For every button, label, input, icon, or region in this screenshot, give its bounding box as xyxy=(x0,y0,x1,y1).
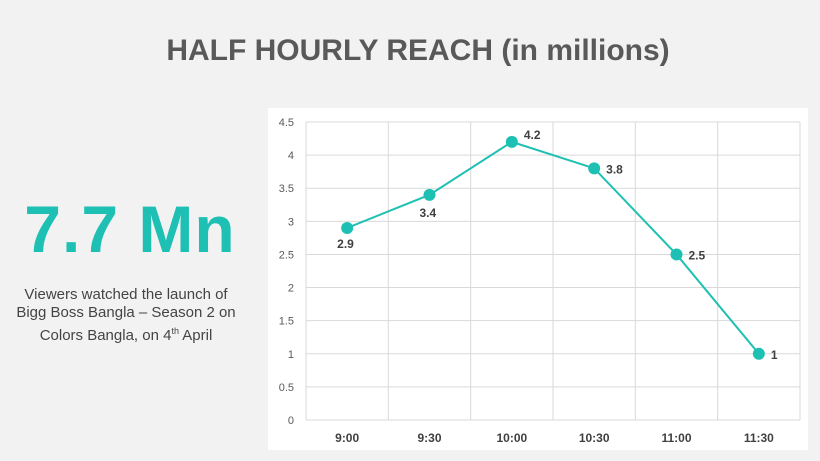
x-tick-label: 11:00 xyxy=(661,431,691,445)
data-label: 2.9 xyxy=(337,237,354,251)
x-tick-label: 9:30 xyxy=(417,431,441,445)
x-tick-label: 10:00 xyxy=(496,431,527,445)
y-tick-label: 2 xyxy=(288,283,294,295)
data-label: 4.2 xyxy=(524,128,541,142)
y-tick-label: 1 xyxy=(288,349,294,361)
x-tick-label: 9:00 xyxy=(335,431,359,445)
stat-description-line-3-end: April xyxy=(178,327,213,344)
data-point xyxy=(588,162,601,175)
x-tick-label: 11:30 xyxy=(744,431,774,445)
y-tick-label: 4 xyxy=(288,150,294,162)
stat-description-line-3: Colors Bangla, on 4th April xyxy=(0,322,252,345)
data-point xyxy=(505,135,518,148)
data-point xyxy=(423,188,436,201)
y-tick-label: 2.5 xyxy=(279,249,294,261)
data-point xyxy=(752,347,765,360)
x-tick-label: 10:30 xyxy=(579,431,610,445)
stat-description-line-1: Viewers watched the launch of xyxy=(24,286,228,303)
y-tick-label: 1.5 xyxy=(279,316,294,328)
stat-description-line-3-text: Colors Bangla, on 4 xyxy=(39,327,172,344)
data-label: 1 xyxy=(771,348,778,362)
stat-description: Viewers watched the launch of Bigg Boss … xyxy=(0,286,252,345)
y-tick-label: 0 xyxy=(288,415,294,427)
series-line xyxy=(346,140,760,355)
data-point xyxy=(341,221,354,234)
data-point xyxy=(670,248,683,261)
y-tick-label: 0.5 xyxy=(279,382,294,394)
y-tick-label: 4.5 xyxy=(279,117,294,129)
chart-title: HALF HOURLY REACH (in millions) xyxy=(166,34,670,67)
data-label: 3.8 xyxy=(606,162,623,176)
stat-description-superscript: th xyxy=(171,326,179,336)
y-tick-label: 3.5 xyxy=(279,183,294,195)
data-label: 2.5 xyxy=(689,248,706,262)
data-label: 3.4 xyxy=(420,206,437,220)
headline-stat: 7.7 Mn xyxy=(24,192,236,266)
y-tick-label: 3 xyxy=(288,216,294,228)
stat-description-line-2: Bigg Boss Bangla – Season 2 on xyxy=(16,304,236,321)
